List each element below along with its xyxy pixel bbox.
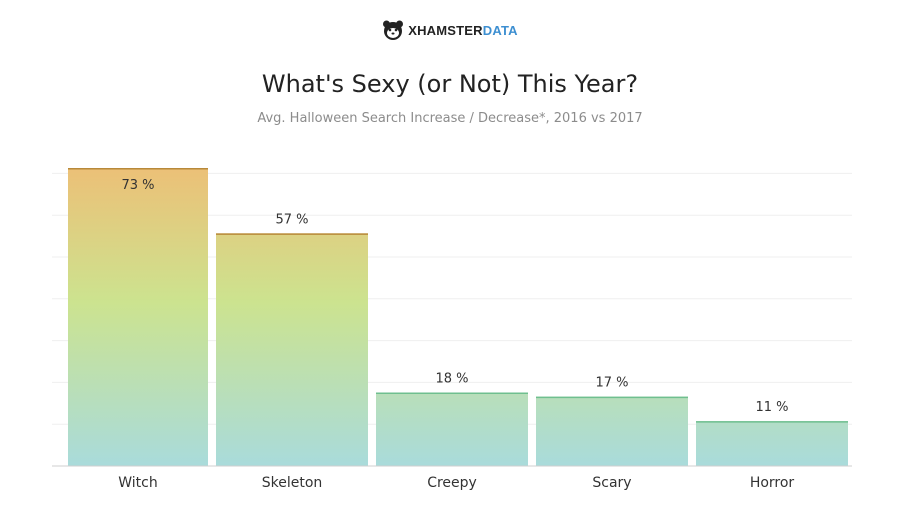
category-label: Skeleton [262,475,323,491]
labels: 73 % Witch 57 % Skeleton 18 % Creepy 17 % Scary… [118,178,794,491]
category-label: Horror [750,475,795,491]
brand-name-part1: XHAMSTER [408,22,483,38]
brand-name-part2: DATA [482,22,518,38]
bar-skeleton [216,233,368,466]
hamster-icon [383,20,404,40]
brand-name: XHAMSTERDATA [408,23,518,38]
bar-scary [536,396,688,466]
value-label: 18 % [435,372,468,387]
bars [68,168,848,466]
brand-header: XHAMSTERDATA [0,19,900,41]
value-label: 73 % [121,178,154,193]
category-label: Creepy [427,475,477,491]
value-label: 11 % [755,400,788,415]
category-label: Scary [592,475,631,491]
bar-creepy [376,392,528,466]
bar-horror [696,421,848,466]
chart-subtitle: Avg. Halloween Search Increase / Decreas… [257,111,643,126]
value-label: 17 % [595,376,628,391]
chart-title: What's Sexy (or Not) This Year? [261,70,639,98]
category-label: Witch [118,475,157,491]
bar-witch [68,168,208,466]
value-label: 57 % [275,212,308,227]
